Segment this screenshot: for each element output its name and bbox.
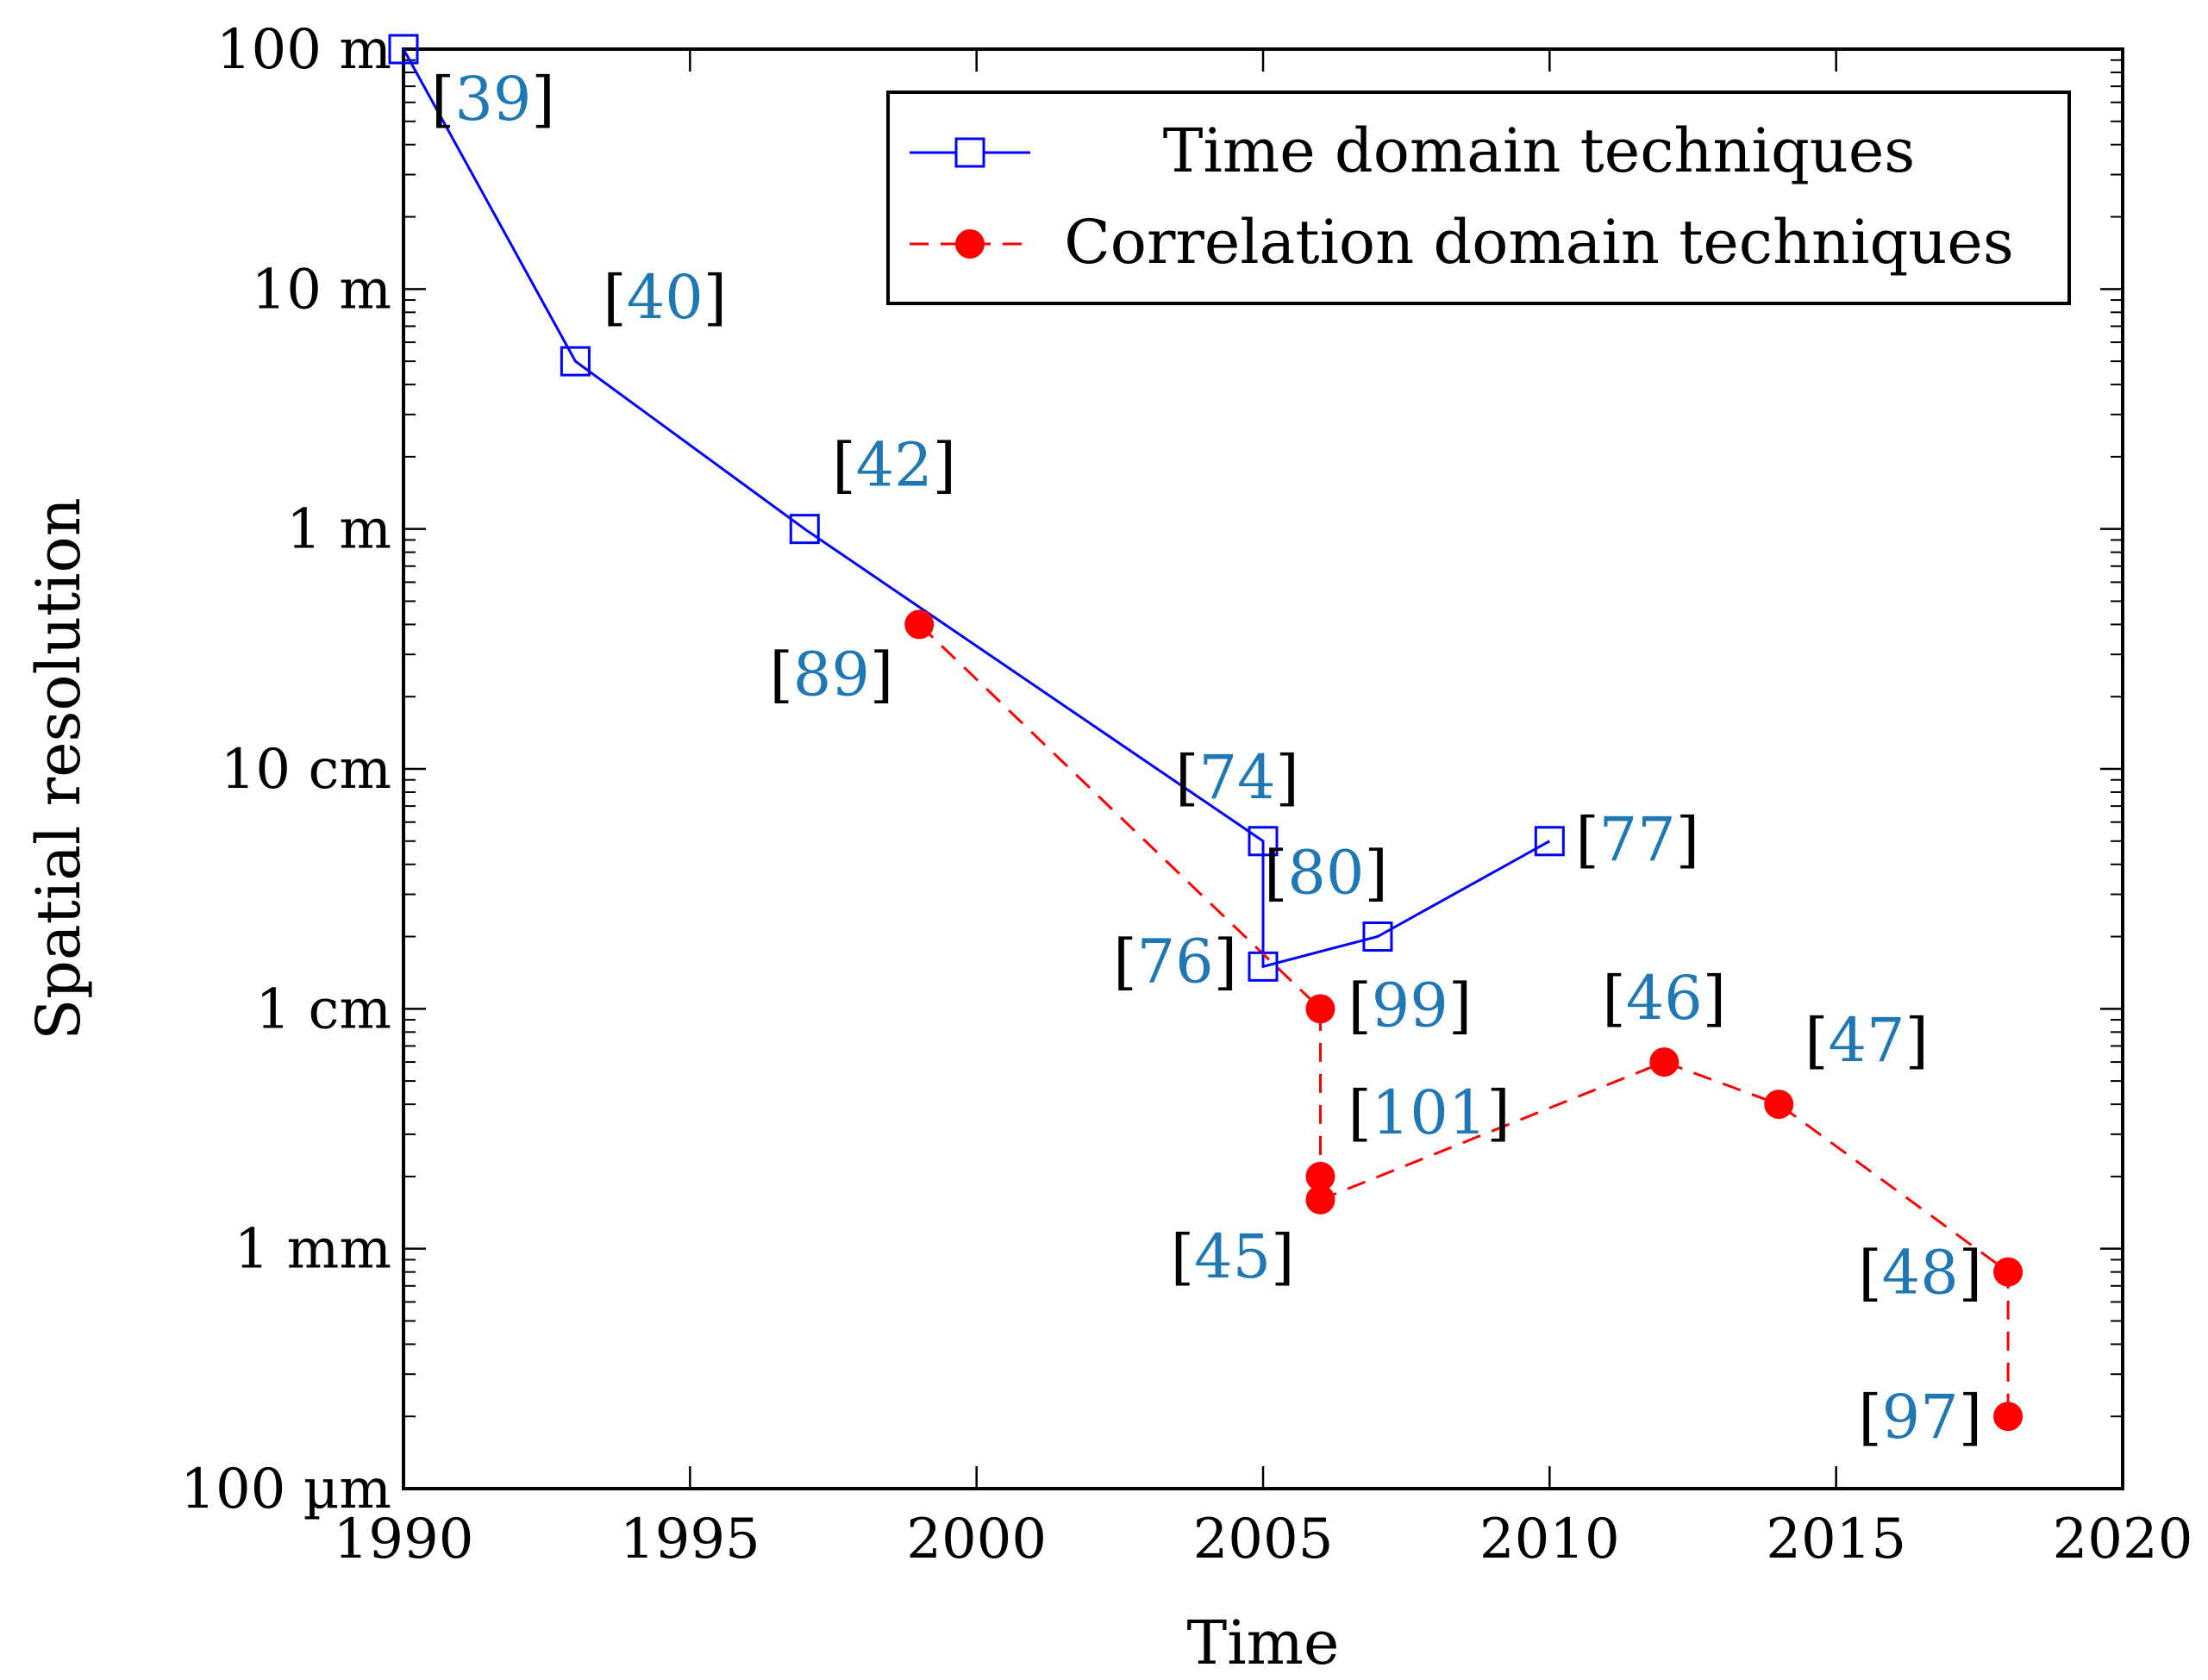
reference-label: [47] xyxy=(1805,1005,1929,1076)
x-tick-label: 2000 xyxy=(906,1508,1047,1571)
y-tick-label: 1 mm xyxy=(235,1218,391,1282)
legend-marker-time-domain xyxy=(954,137,985,168)
y-tick-label: 1 cm xyxy=(255,977,391,1041)
reference-label: [99] xyxy=(1348,970,1472,1040)
y-axis-title: Spatial resolution xyxy=(23,497,94,1040)
legend: Time domain techniques Correlation domai… xyxy=(886,91,2071,305)
data-point-circle xyxy=(1305,1184,1335,1215)
data-point-circle xyxy=(1993,1257,2023,1287)
plot-frame xyxy=(402,47,2124,1490)
reference-label: [42] xyxy=(832,430,956,501)
major-ticks xyxy=(402,47,2124,1490)
x-tick-label: 1990 xyxy=(334,1508,474,1571)
reference-label: [39] xyxy=(431,64,555,134)
reference-label: [40] xyxy=(603,262,727,333)
data-point-square xyxy=(1248,826,1279,857)
data-point-circle xyxy=(1649,1047,1679,1077)
series-markers xyxy=(388,34,2023,1432)
legend-label-time-domain: Time domain techniques xyxy=(1163,116,1915,186)
data-point-square xyxy=(1248,951,1279,982)
reference-label: [46] xyxy=(1602,963,1726,1034)
legend-box xyxy=(886,91,2071,305)
reference-label: [80] xyxy=(1264,838,1388,909)
reference-label: [97] xyxy=(1858,1382,1982,1452)
data-point-circle xyxy=(1993,1402,2023,1432)
data-point-square xyxy=(388,34,419,65)
y-tick-label: 100 µm xyxy=(180,1458,391,1521)
legend-marker-correlation-domain xyxy=(955,229,985,259)
data-point-square xyxy=(789,514,820,545)
reference-label: [101] xyxy=(1348,1077,1510,1148)
data-point-square xyxy=(560,346,591,377)
series-lines xyxy=(402,48,2010,1417)
data-point-square xyxy=(1362,921,1393,952)
y-tick-label: 1 m xyxy=(286,498,391,562)
x-tick-label: 2010 xyxy=(1479,1508,1620,1571)
data-point-circle xyxy=(1305,1161,1335,1191)
x-tick-label: 2005 xyxy=(1193,1508,1334,1571)
y-tick-label: 10 m xyxy=(252,258,391,322)
x-tick-label: 1995 xyxy=(620,1508,760,1571)
legend-label-correlation-domain: Correlation domain techniques xyxy=(1064,207,2014,278)
x-axis-title: Time xyxy=(1187,1608,1340,1678)
reference-label: [45] xyxy=(1171,1221,1295,1292)
data-point-circle xyxy=(1764,1090,1794,1120)
reference-label: [74] xyxy=(1175,742,1299,813)
reference-labels: [39] [40] [42] [74] [76] [80] [77] [89] [99] [101… xyxy=(431,64,1982,1452)
y-tick-label: 10 cm xyxy=(221,738,391,802)
series-line-1 xyxy=(918,623,2010,1417)
reference-label: [48] xyxy=(1858,1238,1982,1308)
reference-label: [89] xyxy=(769,639,893,709)
data-point-square xyxy=(1534,826,1565,857)
y-tick-label: 100 m xyxy=(216,18,391,82)
reference-label: [77] xyxy=(1575,804,1699,875)
reference-label: [76] xyxy=(1113,926,1237,996)
series-line-0 xyxy=(402,48,1551,969)
x-tick-label: 2015 xyxy=(1766,1508,1906,1571)
minor-ticks xyxy=(403,59,2123,1418)
data-point-circle xyxy=(1305,994,1335,1024)
data-point-circle xyxy=(904,609,935,640)
x-tick-label: 2020 xyxy=(2053,1508,2193,1571)
